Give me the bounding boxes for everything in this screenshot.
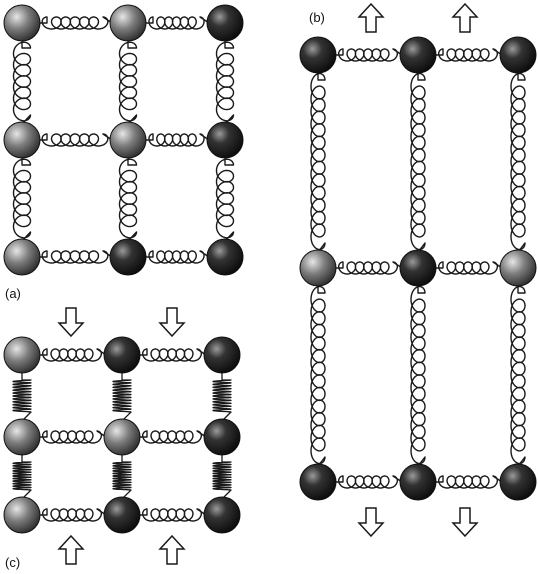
panel-b-spring-h-r2-c1	[434, 475, 503, 489]
panel-b-spring-h-r0-c0	[334, 48, 403, 62]
panel-c-spring-h-r1-c0	[38, 430, 107, 444]
panel-b-arrow-top-1	[451, 2, 479, 33]
panel-c-arrow-top-0	[57, 307, 85, 338]
panel-c-spring-v-r0-c1	[112, 371, 132, 422]
panel-c-spring-h-r0-c0	[38, 348, 107, 362]
panel-b-ball-r1-c0	[299, 249, 337, 287]
panel-a-ball-r1-c2	[206, 121, 244, 159]
panel-a: (a)	[3, 4, 244, 301]
panel-b-ball-r0-c0	[299, 36, 337, 74]
panel-a-spring-v-r0-c1	[118, 39, 138, 125]
panel-a-spring-h-r1-c0	[38, 133, 113, 147]
panel-a-ball-r0-c1	[109, 4, 147, 42]
panel-a-spring-v-r0-c2	[215, 39, 235, 125]
panel-a-springs	[12, 16, 235, 264]
panel-a-ball-r2-c2	[206, 238, 244, 276]
panel-c-label: (c)	[5, 555, 20, 570]
panel-c: (c)	[3, 307, 241, 570]
panel-b-arrow-bottom-1	[451, 507, 479, 538]
panel-b-spring-h-r0-c1	[434, 48, 503, 62]
panel-b-arrow-top-0	[357, 2, 385, 33]
panel-b-spring-h-r1-c0	[334, 261, 403, 275]
panel-a-spring-h-r1-c1	[144, 133, 210, 147]
panel-b-spring-v-r0-c2	[510, 71, 526, 253]
panel-b-ball-r0-c1	[399, 36, 437, 74]
panel-a-label: (a)	[5, 286, 21, 301]
panel-a-spring-v-r1-c2	[215, 156, 235, 242]
panel-a-ball-r2-c0	[3, 238, 41, 276]
panel-b-ball-r1-c2	[499, 249, 537, 287]
panel-b-label: (b)	[309, 10, 325, 25]
panel-c-arrows	[57, 307, 186, 565]
panel-c-balls	[3, 336, 241, 534]
panel-b-balls	[299, 36, 537, 501]
panel-b-spring-v-r1-c0	[310, 284, 326, 467]
panel-c-spring-v-r0-c2	[212, 371, 232, 422]
panel-a-ball-r1-c1	[109, 121, 147, 159]
panel-c-springs	[12, 348, 232, 522]
panel-c-ball-r1-c1	[103, 418, 141, 456]
panel-b-spring-v-r0-c0	[310, 71, 326, 253]
panel-b-ball-r2-c0	[299, 463, 337, 501]
panel-a-spring-h-r2-c0	[38, 250, 113, 264]
panel-b-arrows	[357, 2, 479, 538]
panel-c-spring-h-r0-c1	[138, 348, 207, 362]
panel-b-ball-r1-c1	[399, 249, 437, 287]
panel-a-ball-r0-c0	[3, 4, 41, 42]
panel-b-ball-r2-c2	[499, 463, 537, 501]
panel-a-ball-r0-c2	[206, 4, 244, 42]
panel-c-ball-r1-c0	[3, 418, 41, 456]
panel-c-spring-v-r1-c1	[112, 453, 132, 500]
panel-b-spring-h-r1-c1	[434, 261, 503, 275]
panel-c-ball-r0-c1	[103, 336, 141, 374]
panel-a-spring-v-r1-c0	[12, 156, 32, 242]
panel-c-arrow-top-1	[158, 307, 186, 338]
panel-a-spring-h-r0-c1	[144, 16, 210, 30]
panel-c-arrow-bottom-0	[57, 534, 85, 565]
panel-c-spring-h-r1-c1	[138, 430, 207, 444]
panel-c-ball-r2-c0	[3, 496, 41, 534]
panel-b-ball-r2-c1	[399, 463, 437, 501]
panel-a-spring-h-r2-c1	[144, 250, 210, 264]
panel-b-spring-v-r1-c1	[410, 284, 426, 467]
panel-b-spring-h-r2-c0	[334, 475, 403, 489]
panel-b-arrow-bottom-0	[357, 507, 385, 538]
panel-b-spring-v-r1-c2	[510, 284, 526, 467]
panel-c-ball-r2-c1	[103, 496, 141, 534]
panel-a-ball-r2-c1	[109, 238, 147, 276]
panel-a-spring-v-r1-c1	[118, 156, 138, 242]
panel-c-spring-v-r0-c0	[12, 371, 32, 422]
panel-a-ball-r1-c0	[3, 121, 41, 159]
panel-c-ball-r1-c2	[203, 418, 241, 456]
panel-a-spring-h-r0-c0	[38, 16, 113, 30]
panel-c-spring-v-r1-c0	[12, 453, 32, 500]
panel-b-springs	[310, 48, 526, 489]
panel-c-ball-r0-c0	[3, 336, 41, 374]
panel-c-spring-h-r2-c0	[38, 508, 107, 522]
panel-b-ball-r0-c2	[499, 36, 537, 74]
panel-c-ball-r0-c2	[203, 336, 241, 374]
panel-b: (b)	[299, 2, 537, 538]
panel-b-spring-v-r0-c1	[410, 71, 426, 253]
panel-c-spring-v-r1-c2	[212, 453, 232, 500]
panel-a-balls	[3, 4, 244, 276]
panel-c-spring-h-r2-c1	[138, 508, 207, 522]
panel-c-ball-r2-c2	[203, 496, 241, 534]
panel-c-arrow-bottom-1	[158, 534, 186, 565]
panel-a-spring-v-r0-c0	[12, 39, 32, 125]
